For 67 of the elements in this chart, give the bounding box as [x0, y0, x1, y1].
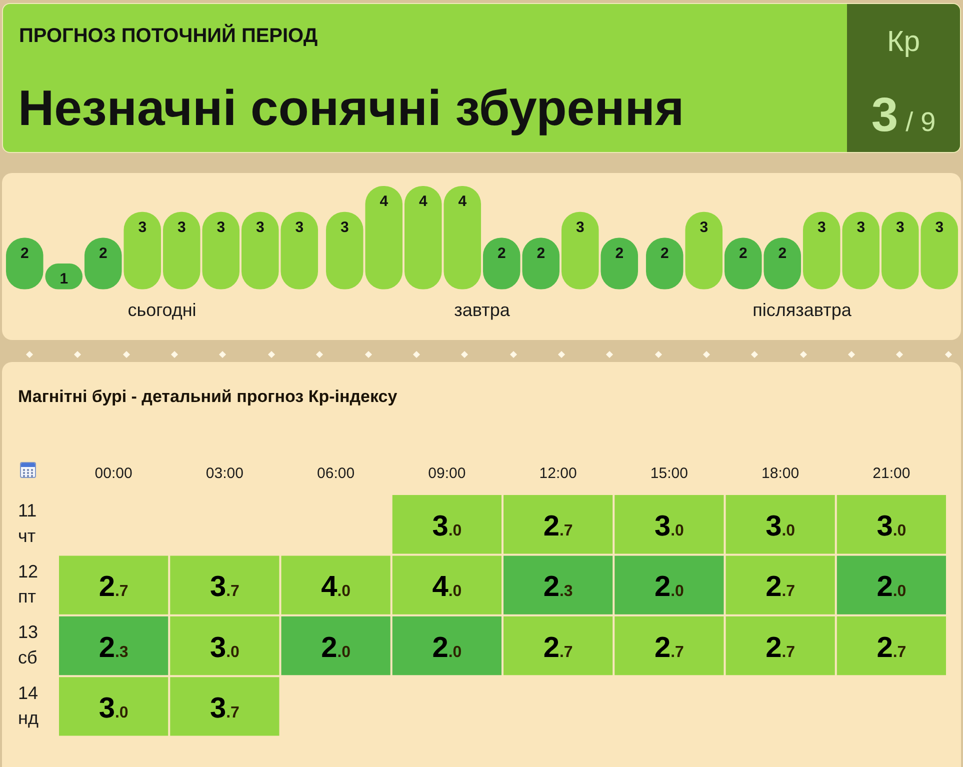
x-tick-label: 03:00: [206, 465, 244, 482]
data-label: 3.0: [432, 510, 462, 542]
data-label: 4: [458, 193, 468, 210]
text: Незначні сонячні збурення: [18, 79, 684, 137]
data-label: 3.7: [210, 692, 240, 724]
x-axis-title: післязавтра: [752, 300, 852, 320]
data-label: 4.0: [321, 571, 351, 604]
data-label: 2.3: [98, 632, 128, 664]
data-label: 2: [778, 244, 787, 262]
y-tick-label: 11 чт: [18, 500, 37, 546]
data-label: 3.0: [876, 510, 906, 542]
data-label: 2.7: [543, 510, 573, 542]
data-label: 3: [935, 218, 944, 236]
data-label: 3: [700, 218, 708, 236]
x-tick-label: 18:00: [762, 465, 800, 482]
x-tick-label: 06:00: [317, 465, 355, 482]
data-label: 2.7: [766, 632, 796, 664]
data-label: 2: [497, 244, 506, 262]
text: Кр: [886, 26, 922, 59]
data-label: 3.0: [98, 692, 128, 724]
data-label: 1: [60, 270, 68, 288]
data-label: 2: [20, 244, 29, 262]
data-label: 3: [340, 218, 349, 236]
x-tick-label: 21:00: [872, 465, 910, 482]
text: 3 / 9: [870, 88, 937, 143]
x-tick-label: 15:00: [650, 465, 688, 482]
data-label: 2: [536, 244, 546, 262]
y-tick-label: 14 нд: [18, 682, 39, 728]
data-label: 2.7: [98, 571, 128, 604]
x-axis-title: сьогодні: [128, 300, 196, 320]
data-label: 2.0: [432, 632, 462, 664]
data-label: 2.7: [766, 571, 796, 604]
data-label: 3.0: [210, 632, 240, 664]
x-tick-label: 09:00: [428, 465, 466, 482]
y-tick-label: 12 пт: [18, 561, 38, 607]
data-label: 4: [380, 193, 389, 210]
data-label: 3: [295, 218, 304, 236]
chart-title: Магнітні бурі - детальний прогноз Кр-індексу: [18, 387, 398, 407]
y-tick-label: 13 сб: [18, 622, 38, 668]
data-label: 2: [98, 244, 108, 262]
data-label: 2.7: [543, 632, 573, 664]
x-tick-label: 00:00: [94, 465, 132, 482]
data-label: 4.0: [432, 571, 462, 604]
data-label: 2.3: [543, 571, 573, 604]
data-label: 3: [576, 218, 584, 236]
text: ПРОГНОЗ ПОТОЧНИЙ ПЕРІОД: [19, 25, 318, 48]
data-label: 3: [817, 218, 826, 236]
data-label: 3.0: [654, 510, 684, 542]
data-label: 2.7: [876, 632, 906, 664]
data-label: 2: [615, 244, 624, 262]
data-label: 2.0: [321, 632, 351, 664]
data-label: 3: [216, 218, 226, 236]
data-label: 2.7: [654, 632, 684, 664]
x-tick-label: 12:00: [539, 465, 577, 482]
data-label: 2.0: [654, 571, 684, 604]
data-label: 3: [896, 218, 904, 236]
data-label: 3.7: [210, 571, 240, 604]
data-label: 3.0: [766, 510, 796, 542]
x-axis-title: завтра: [454, 300, 511, 320]
data-label: 3: [856, 218, 866, 236]
data-label: 2: [738, 244, 748, 262]
data-label: 2.0: [876, 571, 906, 604]
data-label: 3: [256, 218, 264, 236]
data-label: 2: [660, 244, 669, 262]
data-label: 3: [177, 218, 186, 236]
data-label: 3: [138, 218, 147, 236]
data-label: 4: [418, 193, 428, 210]
